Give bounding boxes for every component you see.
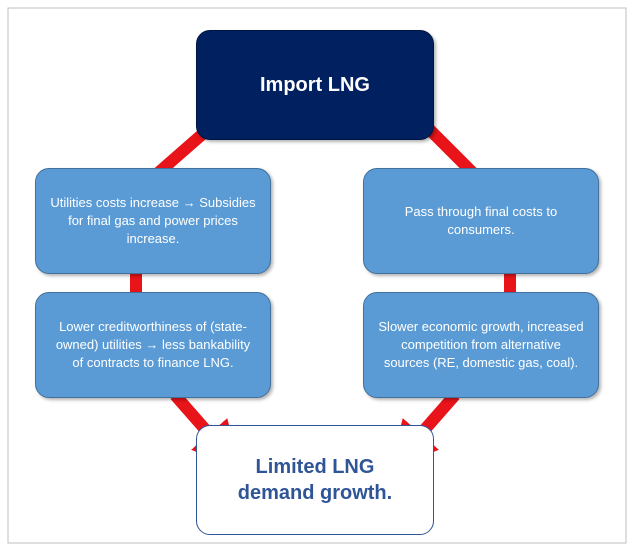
- node: Utilities costs increase → Subsidies for…: [35, 168, 271, 274]
- node: Lower creditworthiness of (state-owned) …: [35, 292, 271, 398]
- node: Pass through final costs to consumers.: [363, 168, 599, 274]
- node: Slower economic growth, increased compet…: [363, 292, 599, 398]
- node: Import LNG: [196, 30, 434, 140]
- node: Limited LNG demand growth.: [196, 425, 434, 535]
